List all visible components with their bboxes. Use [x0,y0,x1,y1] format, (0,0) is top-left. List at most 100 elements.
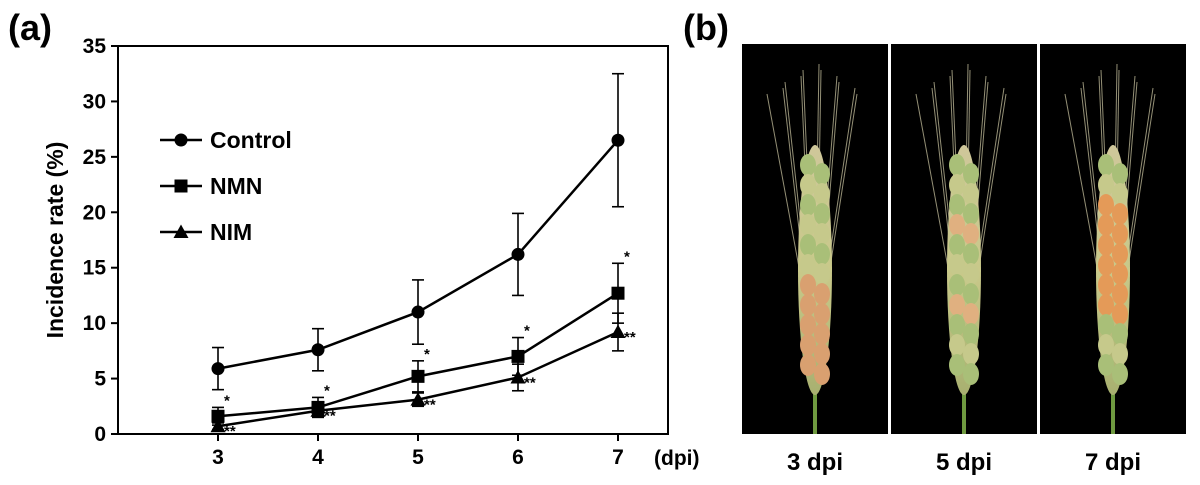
spikelet [949,294,965,316]
significance-label: * [324,382,330,399]
spikelet [949,254,965,276]
spikelet [814,323,830,345]
wheat-photo-2: 5 dpi [891,44,1037,476]
spikelet [814,203,830,225]
spikelet [1112,303,1128,325]
y-tick-label: 10 [83,312,106,335]
data-point [310,403,326,417]
data-point [611,286,625,300]
spikelet [1098,334,1114,356]
spikelet [949,214,965,236]
data-point [410,392,426,406]
legend-item-nim: NIM [160,219,252,245]
spikelet [1098,174,1114,196]
significance-label: ** [224,423,236,440]
spikelet [1112,163,1128,185]
spikelet [1112,183,1128,205]
spikelet [949,274,965,296]
spikelet [800,334,816,356]
spikelet [1098,214,1114,236]
y-axis: 0 5 10 15 20 25 30 35 [83,35,118,446]
spikelet [814,183,830,205]
photo-label: 3 dpi [787,449,843,476]
spikelet [814,363,830,385]
photo-label: 5 dpi [936,449,992,476]
x-axis: 3 4 5 6 7 [212,434,624,469]
significance-label: * [524,323,530,340]
spikelet [1112,283,1128,305]
data-point [311,343,325,357]
plot-frame [117,45,669,435]
spikelet [814,163,830,185]
spikelet [1098,234,1114,256]
legend-item-nmn: NMN [160,173,262,199]
data-point [411,369,425,383]
spikelet [814,343,830,365]
data-point [511,349,525,363]
wheat-photo-3: 7 dpi [1040,44,1186,476]
legend-label: Control [210,127,292,153]
spikelet [963,223,979,245]
y-tick-label: 5 [94,368,106,391]
series-nim: ********** [210,312,636,440]
x-tick-label: 5 [412,446,424,469]
spikelet [814,223,830,245]
data-point [510,369,526,384]
spikelet [814,283,830,305]
spikelet [949,194,965,216]
spikelet [1112,343,1128,365]
spikelet [963,283,979,305]
panel-b-label: (b) [683,7,729,48]
spikelet [800,234,816,256]
legend-marker [174,179,188,193]
spikelet [1112,323,1128,345]
spikelet [1098,354,1114,376]
spikelet [800,254,816,276]
x-tick-label: 6 [512,446,524,469]
spikelet [814,243,830,265]
data-point [211,362,225,376]
y-axis-title: Incidence rate (%) [42,142,68,339]
spikelet [1098,274,1114,296]
spikelet [1098,154,1114,176]
spikelet [963,323,979,345]
legend-item-control: Control [160,127,292,153]
spikelet [949,234,965,256]
spikelet [1098,294,1114,316]
spikelet [1112,263,1128,285]
spikelet [1112,363,1128,385]
spikelet [1098,314,1114,336]
spikelet [963,243,979,265]
x-axis-title: (dpi) [654,447,699,470]
spikelet [800,354,816,376]
spikelet [949,354,965,376]
spikelet [963,203,979,225]
spikelet [963,183,979,205]
spikelet [814,263,830,285]
spikelet [800,314,816,336]
spikelet [800,194,816,216]
spikelet [800,174,816,196]
spikelet [1112,203,1128,225]
spikelet [1098,254,1114,276]
series-layer: *************** [210,72,636,440]
series-nmn: ***** [211,248,630,426]
photo-label: 7 dpi [1085,449,1141,476]
spikelet [963,263,979,285]
y-tick-label: 20 [83,201,106,224]
legend: Control NMN NIM [160,127,292,245]
significance-label: ** [624,329,636,346]
spikelet [1112,223,1128,245]
wheat-photo-panel: 3 dpi 5 dpi 7 dpi [742,44,1186,476]
significance-label: * [224,392,230,409]
spikelet [800,294,816,316]
data-point [611,133,625,147]
spikelet [800,274,816,296]
significance-label: * [424,346,430,363]
x-tick-label: 4 [312,446,324,469]
data-point [211,409,225,423]
spikelet [949,314,965,336]
y-tick-label: 30 [83,90,106,113]
significance-label: ** [524,374,536,391]
